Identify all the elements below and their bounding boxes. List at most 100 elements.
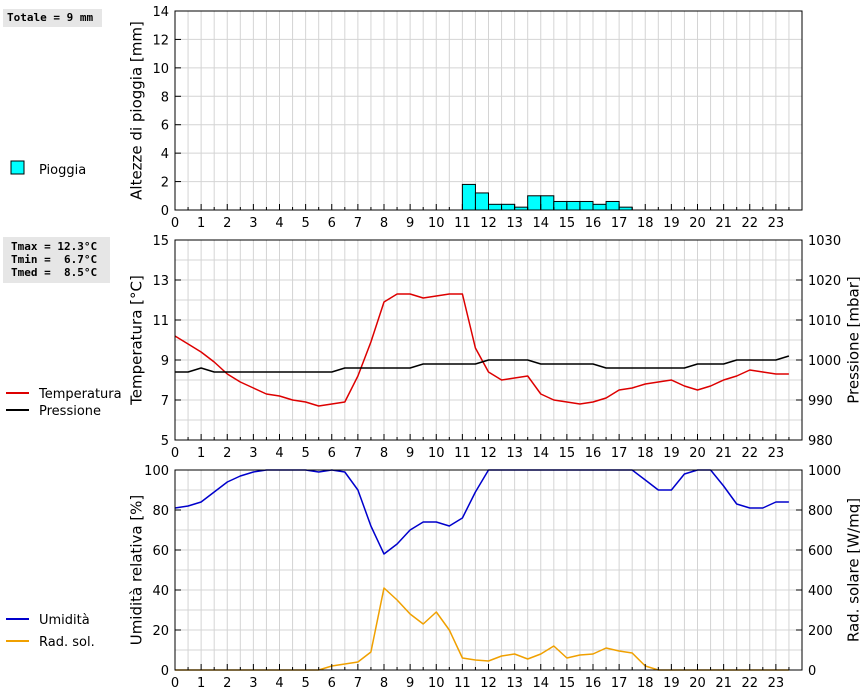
x-tick-label: 5	[301, 676, 309, 690]
y-right-tick-label: 980	[808, 434, 833, 449]
y-tick-label: 11	[152, 314, 169, 329]
y-axis-label: Altezze di pioggia [mm]	[128, 21, 146, 200]
y-tick-label: 14	[152, 5, 169, 20]
x-tick-label: 14	[532, 216, 549, 231]
x-tick-label: 18	[637, 676, 654, 690]
y-right-tick-label: 0	[808, 664, 816, 679]
y-axis-label: Umidità relativa [%]	[128, 495, 146, 646]
x-tick-label: 11	[454, 446, 471, 461]
rain-bar	[461, 183, 476, 211]
x-tick-label: 16	[585, 446, 602, 461]
rain-bar	[540, 195, 555, 211]
x-tick-label: 21	[715, 446, 732, 461]
x-tick-label: 23	[768, 676, 785, 690]
x-tick-label: 2	[223, 446, 231, 461]
x-tick-label: 15	[559, 216, 576, 231]
tmin-text: Tmin = 6.7°C	[11, 253, 98, 266]
y-tick-label: 2	[161, 176, 169, 191]
y-tick-label: 4	[161, 147, 169, 162]
y-tick-label: 5	[161, 434, 169, 449]
x-tick-label: 2	[223, 676, 231, 690]
x-tick-label: 8	[380, 216, 388, 231]
x-tick-label: 14	[532, 676, 549, 690]
legend-label: Rad. sol.	[39, 635, 95, 650]
x-tick-label: 6	[328, 446, 336, 461]
y-right-tick-label: 1000	[808, 464, 841, 479]
x-tick-label: 10	[428, 216, 445, 231]
y-right-tick-label: 600	[808, 544, 833, 559]
rain-bar	[592, 203, 607, 211]
rain-total-text: Totale = 9 mm	[7, 11, 94, 24]
rain-bar	[605, 200, 620, 211]
temperature-summary-box: Tmax = 12.3°C Tmin = 6.7°C Tmed = 8.5°C	[3, 237, 110, 283]
y-tick-label: 0	[161, 204, 169, 219]
y-tick-label: 20	[152, 624, 169, 639]
rain-bar	[553, 200, 568, 211]
x-tick-label: 12	[480, 216, 497, 231]
tmax-text: Tmax = 12.3°C	[11, 240, 98, 253]
legend-swatch-pioggia	[10, 160, 25, 175]
y-tick-label: 40	[152, 584, 169, 599]
y-tick-label: 100	[144, 464, 169, 479]
chart-panel-1: 0 1 2 3 4 5 6 7 8 9 10 11 12 13 14 15 16 17 18 19 20 21 22 2302…	[10, 5, 803, 231]
y-right-tick-label: 1010	[808, 314, 841, 329]
x-tick-label: 4	[275, 676, 283, 690]
y-right-tick-label: 1030	[808, 234, 841, 249]
x-tick-label: 10	[428, 676, 445, 690]
legend-label: Umidità	[39, 613, 90, 628]
x-tick-label: 3	[249, 676, 257, 690]
rain-bar	[527, 195, 542, 211]
x-tick-label: 3	[249, 216, 257, 231]
x-tick-label: 1	[197, 676, 205, 690]
x-tick-label: 0	[171, 446, 179, 461]
y-right-axis-label: Rad. solare [W/mq]	[845, 498, 860, 642]
x-tick-label: 13	[506, 676, 523, 690]
x-tick-label: 4	[275, 446, 283, 461]
legend-label: Pioggia	[39, 163, 86, 178]
y-right-tick-label: 400	[808, 584, 833, 599]
y-tick-label: 10	[152, 62, 169, 77]
x-tick-label: 7	[354, 216, 362, 231]
y-right-tick-label: 990	[808, 394, 833, 409]
y-right-tick-label: 1020	[808, 274, 841, 289]
y-axis-label: Temperatura [°C]	[128, 275, 146, 406]
x-tick-label: 13	[506, 446, 523, 461]
x-tick-label: 15	[559, 676, 576, 690]
y-tick-label: 15	[152, 234, 169, 249]
x-tick-label: 12	[480, 676, 497, 690]
x-tick-label: 5	[301, 216, 309, 231]
x-tick-label: 14	[532, 446, 549, 461]
x-tick-label: 10	[428, 446, 445, 461]
series-line-pressione	[175, 355, 790, 373]
x-tick-label: 19	[663, 216, 680, 231]
x-tick-label: 19	[663, 676, 680, 690]
y-right-tick-label: 800	[808, 504, 833, 519]
x-tick-label: 1	[197, 446, 205, 461]
y-tick-label: 80	[152, 504, 169, 519]
x-tick-label: 21	[715, 676, 732, 690]
x-tick-label: 18	[637, 446, 654, 461]
x-tick-label: 3	[249, 446, 257, 461]
x-tick-label: 9	[406, 446, 414, 461]
x-tick-label: 11	[454, 216, 471, 231]
x-tick-label: 20	[689, 446, 706, 461]
x-tick-label: 8	[380, 446, 388, 461]
rain-bar	[488, 203, 503, 211]
x-tick-label: 2	[223, 216, 231, 231]
y-tick-label: 6	[161, 119, 169, 134]
x-tick-label: 0	[171, 676, 179, 690]
rain-bar	[566, 200, 581, 211]
x-tick-label: 9	[406, 216, 414, 231]
series-line-rad-sol	[175, 587, 789, 671]
x-tick-label: 17	[611, 446, 628, 461]
x-tick-label: 7	[354, 676, 362, 690]
series-line-temperatura	[174, 293, 789, 407]
x-tick-label: 5	[301, 446, 309, 461]
x-tick-label: 19	[663, 446, 680, 461]
x-tick-label: 0	[171, 216, 179, 231]
x-tick-label: 22	[741, 216, 758, 231]
y-tick-label: 13	[152, 274, 169, 289]
x-tick-label: 7	[354, 446, 362, 461]
y-right-tick-label: 1000	[808, 354, 841, 369]
